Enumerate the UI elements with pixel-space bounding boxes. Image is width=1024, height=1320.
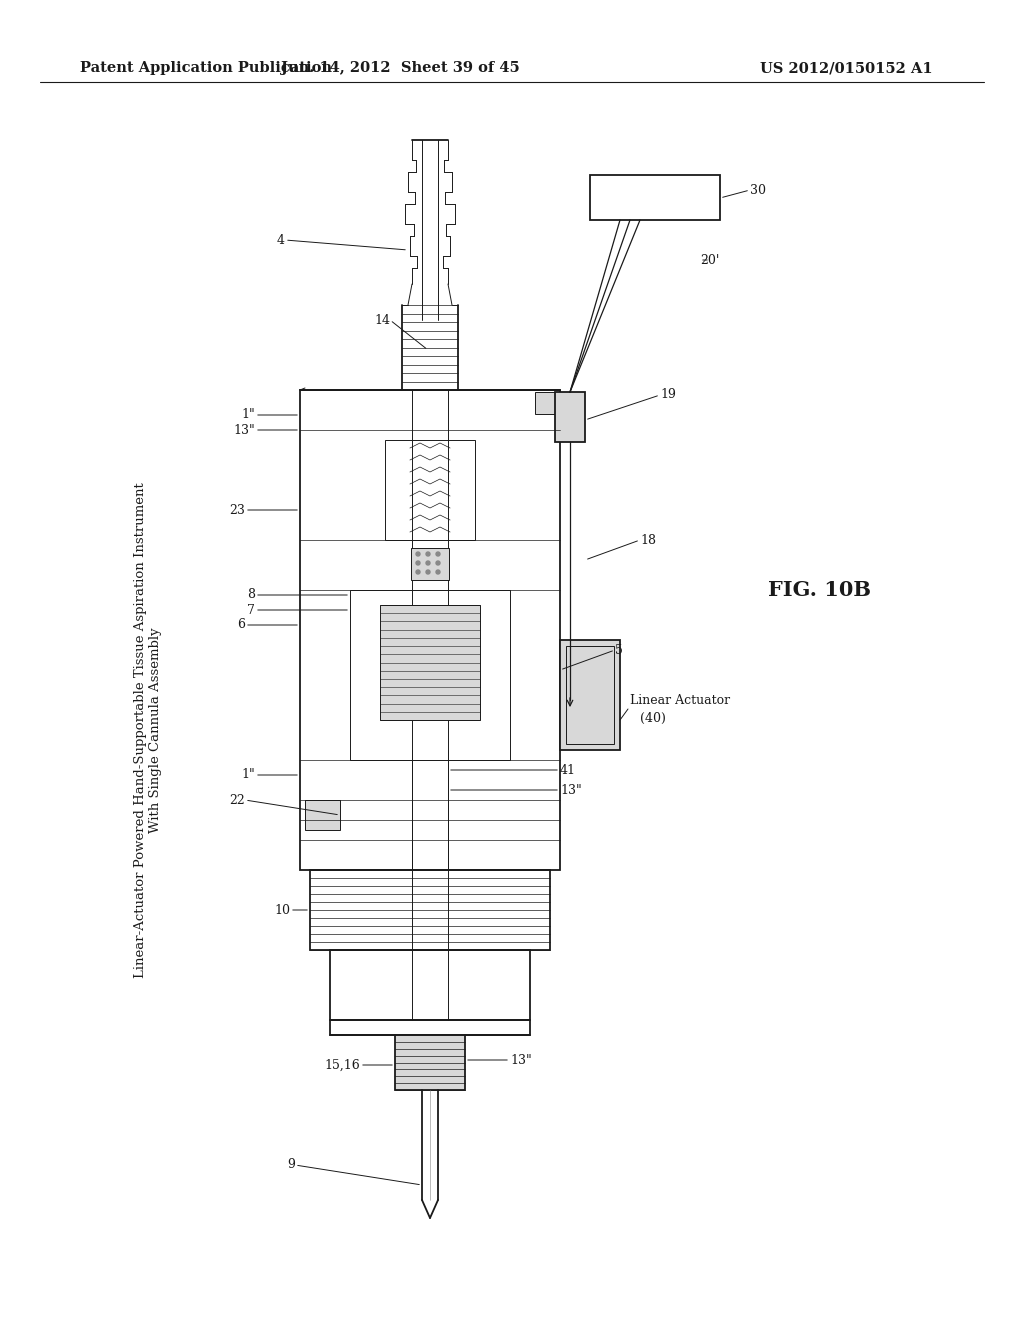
Bar [350,590,510,760]
Circle shape [416,570,420,574]
Circle shape [436,570,440,574]
Text: 5: 5 [615,644,623,656]
Text: 14: 14 [374,314,390,326]
Text: 19: 19 [660,388,676,401]
Bar [555,392,585,442]
Circle shape [416,552,420,556]
Text: 18: 18 [640,533,656,546]
Text: 13": 13" [560,784,582,796]
Text: Linear Actuator: Linear Actuator [630,693,730,706]
Text: 9: 9 [287,1159,295,1172]
Text: 4: 4 [278,234,285,247]
Bar [411,548,449,579]
Circle shape [426,552,430,556]
Text: 8: 8 [247,589,255,602]
Bar [305,800,340,830]
Bar [310,870,550,950]
Text: 22: 22 [229,793,245,807]
Text: US 2012/0150152 A1: US 2012/0150152 A1 [760,61,933,75]
Bar [300,389,560,870]
Circle shape [426,570,430,574]
Bar [395,1035,465,1090]
Text: 10: 10 [274,903,290,916]
Bar [380,605,480,719]
Text: Jun. 14, 2012  Sheet 39 of 45: Jun. 14, 2012 Sheet 39 of 45 [281,61,519,75]
Bar [560,640,620,750]
Bar [590,176,720,220]
Text: 23: 23 [229,503,245,516]
Bar [566,645,614,744]
Text: 13": 13" [510,1053,531,1067]
Text: 1": 1" [242,408,255,421]
Bar [330,950,530,1020]
Bar [535,392,555,414]
Text: 41: 41 [560,763,575,776]
Text: 6: 6 [237,619,245,631]
Bar [385,440,475,540]
Text: 20': 20' [700,253,720,267]
Circle shape [436,552,440,556]
Text: (40): (40) [640,711,666,725]
Circle shape [426,561,430,565]
Text: FIG. 10B: FIG. 10B [768,579,871,601]
Circle shape [436,561,440,565]
Text: 7: 7 [247,603,255,616]
Text: 15,16: 15,16 [325,1059,360,1072]
Text: 13": 13" [233,424,255,437]
Text: Linear-Actuator Powered Hand-Supportable Tissue Aspiration Instrument
With Singl: Linear-Actuator Powered Hand-Supportable… [134,482,162,978]
Circle shape [416,561,420,565]
Bar [330,1020,530,1035]
Text: 1": 1" [242,768,255,781]
Text: 30: 30 [750,183,766,197]
Text: Patent Application Publication: Patent Application Publication [80,61,332,75]
